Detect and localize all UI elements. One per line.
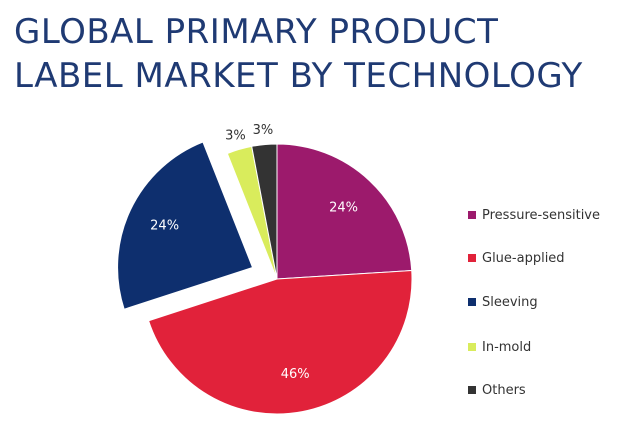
data-label-glue-applied: 46% xyxy=(281,367,310,382)
pie-slice-glue-applied xyxy=(147,269,413,415)
legend-label-glue-applied: Glue-applied xyxy=(482,250,565,266)
data-label-sleeving: 24% xyxy=(150,219,179,234)
legend-swatch-glue-applied xyxy=(468,254,476,262)
data-label-in-mold: 3% xyxy=(225,128,246,143)
legend-item-others: Others xyxy=(468,380,526,400)
pie-slice-others xyxy=(251,143,278,280)
legend-label-sleeving: Sleeving xyxy=(482,294,538,310)
chart-title: GLOBAL PRIMARY PRODUCT LABEL MARKET BY T… xyxy=(14,10,614,98)
data-label-others: 3% xyxy=(253,123,274,138)
legend-item-pressure-sensitive: Pressure-sensitive xyxy=(468,205,600,225)
chart-title-line-2: LABEL MARKET BY TECHNOLOGY xyxy=(14,56,583,96)
pie-slice-sleeving xyxy=(117,141,254,310)
legend-label-pressure-sensitive: Pressure-sensitive xyxy=(482,207,600,223)
legend-swatch-pressure-sensitive xyxy=(468,211,476,219)
legend-item-in-mold: In-mold xyxy=(468,337,531,357)
legend-swatch-in-mold xyxy=(468,343,476,351)
data-label-pressure-sensitive: 24% xyxy=(329,201,358,216)
legend-item-glue-applied: Glue-applied xyxy=(468,248,565,268)
pie-slice-pressure-sensitive xyxy=(276,143,413,280)
legend-swatch-others xyxy=(468,386,476,394)
chart-title-line-1: GLOBAL PRIMARY PRODUCT xyxy=(14,12,499,52)
legend-swatch-sleeving xyxy=(468,298,476,306)
legend-label-others: Others xyxy=(482,382,526,398)
legend-label-in-mold: In-mold xyxy=(482,339,532,355)
legend-item-sleeving: Sleeving xyxy=(468,292,538,312)
